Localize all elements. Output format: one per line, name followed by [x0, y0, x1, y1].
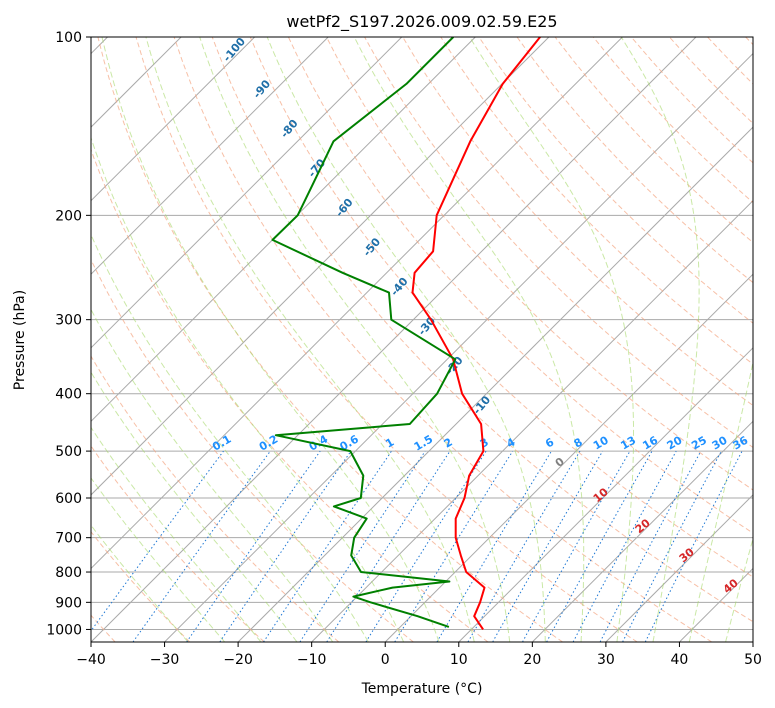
moist-adiabat-line	[101, 37, 440, 642]
x-tick-label: 50	[744, 652, 762, 668]
moist-adiabat-line	[91, 136, 405, 642]
mixing-ratio-line	[91, 450, 224, 632]
moist-adiabat-line	[620, 37, 700, 642]
y-tick-label: 600	[55, 491, 82, 507]
y-axis-ticks: 100 200 300 400 500 600 700 800 900 1000	[46, 30, 91, 638]
isotherm-line	[91, 37, 697, 642]
isotherm-line	[531, 420, 753, 642]
dry-adiabats	[91, 37, 753, 642]
x-tick-label: −20	[223, 652, 253, 668]
isotherm-line	[605, 494, 753, 642]
x-tick-label: −40	[76, 652, 106, 668]
isotherm-line	[91, 37, 476, 423]
mixing-ratio-line	[186, 450, 321, 642]
isotherm-line	[91, 37, 403, 349]
plot-frame	[90, 36, 754, 643]
plot-area: -100-90-80-70-60-50-40-30-20-100.1 0.2 0.4…	[91, 37, 753, 642]
y-tick-label: 1000	[46, 622, 82, 638]
dry-adiabat-line	[91, 148, 489, 642]
dry-adiabat-line	[173, 37, 713, 642]
isotherm-line	[237, 126, 753, 642]
dry-adiabat-line	[211, 37, 753, 623]
moist-adiabat-line	[353, 37, 585, 642]
dry-adiabat-line	[91, 445, 265, 642]
isotherm-line	[91, 37, 329, 275]
mixing-ratio-line	[263, 450, 392, 642]
dry-adiabat-line	[97, 37, 563, 642]
y-tick-label: 700	[55, 531, 82, 547]
isotherm-line	[458, 347, 753, 642]
mixing-ratio-lines	[91, 450, 743, 642]
y-tick-label: 100	[55, 30, 82, 46]
y-tick-label: 400	[55, 387, 82, 403]
moist-adiabat-line	[91, 371, 298, 642]
y-tick-label: 900	[55, 595, 82, 611]
mixing-ratio-line	[132, 450, 271, 642]
moist-adiabat-line	[91, 524, 189, 642]
x-tick-label: 40	[671, 652, 689, 668]
dry-adiabat-line	[91, 355, 340, 642]
x-tick-label: 30	[597, 652, 615, 668]
y-tick-label: 500	[55, 444, 82, 460]
mixing-ratio-line	[522, 450, 631, 642]
moist-adiabat-line	[199, 37, 511, 642]
dry-adiabat-line	[249, 37, 753, 578]
dry-adiabat-line	[478, 37, 753, 324]
moist-adiabat-line	[91, 426, 262, 642]
x-tick-label: 10	[450, 652, 468, 668]
mixing-ratio-line	[572, 450, 677, 642]
dry-adiabat-line	[135, 37, 638, 642]
x-tick-label: 0	[381, 652, 390, 668]
mixing-ratio-line	[644, 450, 743, 642]
isotherm-line	[164, 52, 753, 642]
y-tick-label: 200	[55, 208, 82, 224]
mixing-ratio-line	[219, 450, 352, 642]
moist-adiabats	[91, 37, 753, 642]
mixing-ratio-line	[326, 450, 451, 642]
isotherm-line	[384, 273, 753, 642]
isobar-grid	[91, 37, 753, 630]
moist-adiabat-line	[145, 37, 475, 642]
y-tick-label: 300	[55, 313, 82, 329]
moist-adiabat-line	[91, 477, 226, 642]
dry-adiabat-line	[516, 37, 753, 284]
dry-adiabat-line	[402, 37, 753, 407]
x-tick-label: 20	[523, 652, 541, 668]
x-axis-ticks: −40 −30 −20 −10 0 10 20 30 40 50	[76, 642, 762, 668]
sounding-series	[271, 37, 541, 630]
x-tick-label: −30	[150, 652, 180, 668]
temperature-line	[411, 37, 541, 630]
isotherm-line	[91, 37, 550, 496]
isotherm-line	[91, 37, 623, 570]
dry-adiabat-line	[326, 37, 753, 491]
isotherm-grid	[91, 37, 753, 642]
dewpoint-line	[271, 37, 457, 628]
isotherm-line	[91, 37, 256, 202]
moist-adiabat-line	[688, 360, 753, 642]
moist-adiabat-line	[91, 233, 369, 642]
mixing-ratio-line	[394, 450, 514, 642]
x-axis-label: Temperature (°C)	[361, 681, 483, 697]
mixing-ratio-line	[299, 450, 426, 642]
chart-title: wetPf2_S197.2026.009.02.59.E25	[286, 12, 557, 32]
dry-adiabat-line	[91, 531, 191, 642]
y-axis-label: Pressure (hPa)	[12, 290, 28, 390]
y-tick-label: 800	[55, 565, 82, 581]
x-tick-label: −10	[297, 652, 327, 668]
mixing-ratio-line	[546, 450, 653, 642]
